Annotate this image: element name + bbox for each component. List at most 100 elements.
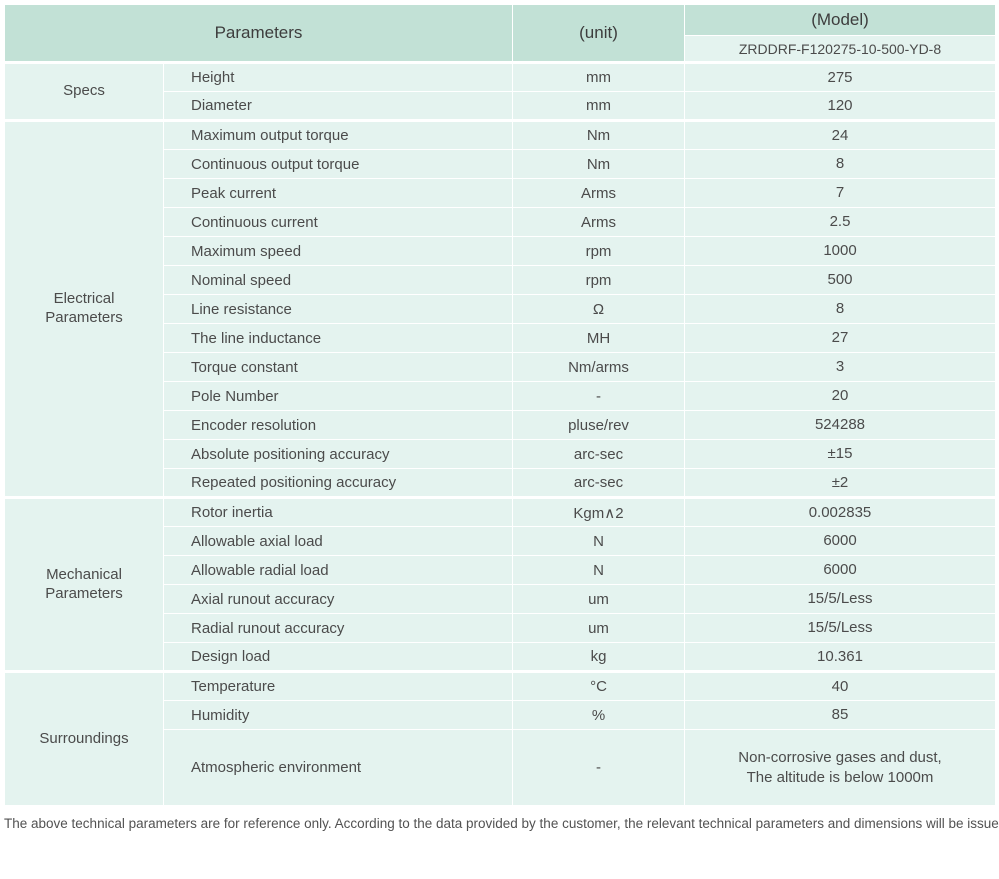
unit-cell: - [512,729,685,806]
parameter-cell: The line inductance [163,323,513,353]
parameter-cell: Allowable radial load [163,555,513,585]
parameter-cell: Rotor inertia [163,496,513,527]
header-row: Parameters (unit) (Model) [4,4,996,63]
table-row: Surroundings Temperature °C 40 [4,670,996,806]
model-number-row: ZRDDRF-F120275-10-500-YD-8 [5,35,996,63]
table-row: Humidity % 85 [5,700,996,730]
unit-cell: rpm [512,236,685,266]
table-row: Electrical Parameters Maximum output tor… [4,119,996,498]
unit-cell: pluse/rev [512,410,685,440]
unit-cell: °C [512,670,685,701]
value-cell: 15/5/Less [684,613,996,643]
parameter-cell: Allowable axial load [163,526,513,556]
model-number: ZRDDRF-F120275-10-500-YD-8 [684,35,996,63]
value-cell: 27 [684,323,996,353]
category-cell-surroundings: Surroundings [4,670,164,806]
table-row: Encoder resolution pluse/rev 524288 [5,410,996,440]
parameter-cell: Line resistance [163,294,513,324]
unit-cell: N [512,526,685,556]
parameter-cell: Height [163,61,513,92]
unit-cell: MH [512,323,685,353]
unit-cell: Arms [512,207,685,237]
parameter-cell: Temperature [163,670,513,701]
table-row: Absolute positioning accuracy arc-sec ±1… [5,439,996,469]
table-row: Radial runout accuracy um 15/5/Less [5,613,996,643]
category-cell-mechanical: Mechanical Parameters [4,496,164,672]
parameter-cell: Maximum speed [163,236,513,266]
unit-cell: rpm [512,265,685,295]
value-cell: 15/5/Less [684,584,996,614]
parameter-cell: Design load [163,642,513,672]
parameter-cell: Diameter [163,91,513,121]
parameter-cell: Absolute positioning accuracy [163,439,513,469]
parameters-table: Parameters (unit) (Model) ZRDDRF-F120275… [4,4,996,806]
value-cell: 10.361 [684,642,996,672]
parameter-cell: Peak current [163,178,513,208]
unit-cell: Nm [512,149,685,179]
unit-cell: um [512,584,685,614]
value-cell: 6000 [684,526,996,556]
value-cell: 2.5 [684,207,996,237]
table-row: Allowable axial load N 6000 [5,526,996,556]
value-cell: 500 [684,265,996,295]
unit-cell: arc-sec [512,439,685,469]
table-row: Continuous output torque Nm 8 [5,149,996,179]
parameter-cell: Torque constant [163,352,513,382]
table-row: Specs Height mm 275 [4,61,996,121]
table-row: Continuous current Arms 2.5 [5,207,996,237]
model-header: (Model) [684,4,996,36]
parameter-cell: Nominal speed [163,265,513,295]
category-cell-electrical: Electrical Parameters [4,119,164,498]
table-row: Line resistance Ω 8 [5,294,996,324]
table-row: Maximum speed rpm 1000 [5,236,996,266]
table-row: Allowable radial load N 6000 [5,555,996,585]
table-row: Nominal speed rpm 500 [5,265,996,295]
unit-cell: % [512,700,685,730]
table-row: Pole Number - 20 [5,381,996,411]
unit-cell: Ω [512,294,685,324]
value-cell: 524288 [684,410,996,440]
value-cell: 3 [684,352,996,382]
value-cell: 1000 [684,236,996,266]
unit-cell: Nm [512,119,685,150]
value-cell: 24 [684,119,996,150]
parameter-cell: Continuous output torque [163,149,513,179]
unit-cell: Nm/arms [512,352,685,382]
value-cell: 120 [684,91,996,121]
table-row: Mechanical Parameters Rotor inertia Kgm∧… [4,496,996,672]
parameter-cell: Atmospheric environment [163,729,513,806]
unit-cell: Arms [512,178,685,208]
table-row: The line inductance MH 27 [5,323,996,353]
parameters-header: Parameters [4,4,513,63]
parameter-cell: Continuous current [163,207,513,237]
parameter-cell: Encoder resolution [163,410,513,440]
table-row: Torque constant Nm/arms 3 [5,352,996,382]
table-row: Diameter mm 120 [5,91,996,121]
unit-header: (unit) [512,4,685,63]
category-cell-specs: Specs [4,61,164,121]
value-cell: 275 [684,61,996,92]
value-cell: Non-corrosive gases and dust, The altitu… [684,729,996,806]
value-cell: 40 [684,670,996,701]
parameter-cell: Humidity [163,700,513,730]
parameter-cell: Maximum output torque [163,119,513,150]
unit-cell: N [512,555,685,585]
value-cell: 0.002835 [684,496,996,527]
parameter-cell: Axial runout accuracy [163,584,513,614]
value-cell: ±15 [684,439,996,469]
unit-cell: arc-sec [512,468,685,498]
unit-cell: mm [512,61,685,92]
parameter-cell: Repeated positioning accuracy [163,468,513,498]
value-cell: 7 [684,178,996,208]
unit-cell: mm [512,91,685,121]
value-cell: ±2 [684,468,996,498]
value-cell: 8 [684,149,996,179]
table-row: Repeated positioning accuracy arc-sec ±2 [5,468,996,498]
value-cell: 8 [684,294,996,324]
unit-cell: Kgm∧2 [512,496,685,527]
table-row: Atmospheric environment - Non-corrosive … [5,729,996,806]
parameter-cell: Radial runout accuracy [163,613,513,643]
parameter-cell: Pole Number [163,381,513,411]
unit-cell: kg [512,642,685,672]
value-cell: 20 [684,381,996,411]
